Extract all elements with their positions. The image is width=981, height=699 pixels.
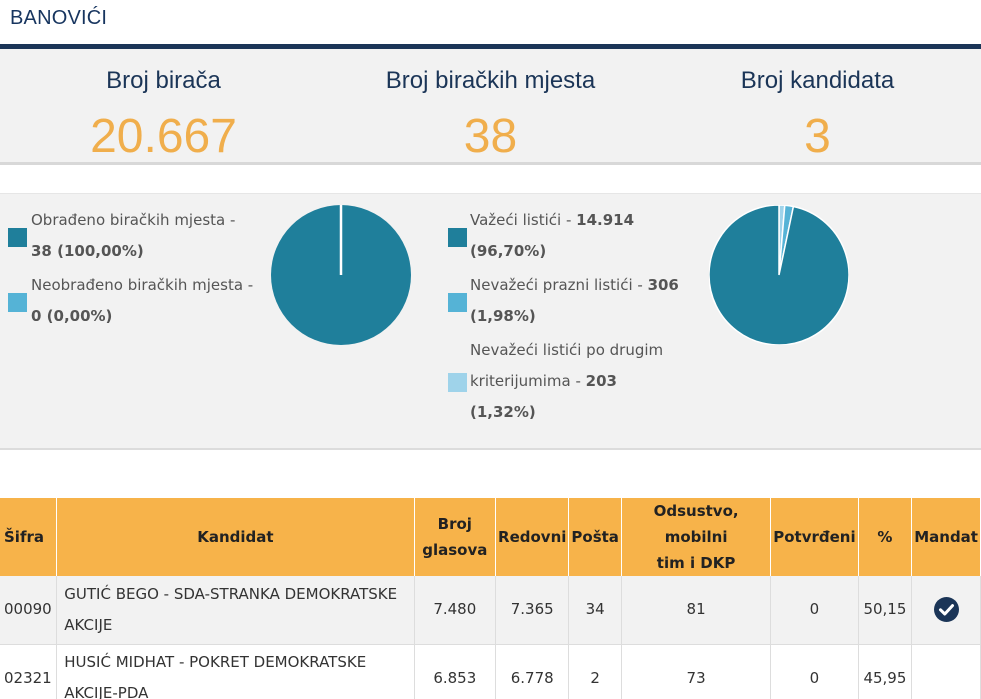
- legend-invalid-other: Nevažeći listići po drugim kriterijumima…: [470, 335, 663, 428]
- legend-invalid-other-count: 203: [585, 372, 617, 390]
- legend-swatch-processed: [8, 228, 27, 247]
- cell-regular: 7.365: [495, 576, 570, 645]
- legend-invalid-blank-pct: (1,98%): [470, 307, 536, 325]
- col-header-votes[interactable]: Broj glasova: [414, 498, 497, 576]
- cell-confirmed: 0: [770, 576, 859, 645]
- municipality-title: BANOVIĆI: [10, 7, 108, 29]
- legend-unprocessed-label: Neobrađeno biračkih mjesta -: [31, 276, 254, 294]
- ballots-pie-chart: [709, 205, 849, 345]
- legend-invalid-other-label: kriterijumima -: [470, 372, 586, 390]
- col-header-mail[interactable]: Pošta: [568, 498, 622, 576]
- legend-unprocessed: Neobrađeno biračkih mjesta - 0 (0,00%): [31, 270, 253, 332]
- cell-percent: 45,95: [858, 644, 913, 699]
- legend-valid-pct: (96,70%): [470, 242, 547, 260]
- cell-candidate: HUSIĆ MIDHAT - POKRET DEMOKRATSKE AKCIJE-…: [56, 644, 415, 699]
- table-row[interactable]: 00090 GUTIĆ BEGO - SDA-STRANKA DEMOKRATS…: [0, 576, 981, 645]
- legend-valid: Važeći listići - 14.914 (96,70%): [470, 205, 634, 267]
- spacer: [0, 450, 981, 498]
- processing-pie-chart: [271, 205, 411, 345]
- legend-swatch-valid: [448, 228, 467, 247]
- legend-processed-value: 38 (100,00%): [31, 242, 144, 260]
- cell-confirmed: 0: [770, 644, 859, 699]
- legend-invalid-blank: Nevažeći prazni listići - 306 (1,98%): [470, 270, 679, 332]
- legend-processed: Obrađeno biračkih mjesta - 38 (100,00%): [31, 205, 235, 267]
- cell-mandate: [911, 576, 981, 645]
- stat-polling-stations-label: Broj biračkih mjesta: [385, 67, 596, 94]
- cell-candidate: GUTIĆ BEGO - SDA-STRANKA DEMOKRATSKE AKCI…: [56, 576, 415, 645]
- page-header: BANOVIĆI: [0, 0, 981, 44]
- pie-slice-valid: [709, 205, 849, 345]
- legend-valid-count: 14.914: [576, 211, 635, 229]
- cell-mail: 2: [568, 644, 622, 699]
- legend-swatch-invalid-blank: [448, 293, 467, 312]
- legend-invalid-blank-count: 306: [647, 276, 679, 294]
- mandate-check-icon: [933, 597, 959, 623]
- stat-candidates-label: Broj kandidata: [740, 67, 895, 94]
- cell-regular: 6.778: [495, 644, 570, 699]
- cell-percent: 50,15: [858, 576, 913, 645]
- col-header-mandate[interactable]: Mandat: [911, 498, 981, 576]
- stat-polling-stations-value: 38: [463, 110, 518, 163]
- spacer: [0, 165, 981, 193]
- cell-absent: 81: [621, 576, 772, 645]
- legend-invalid-other-line1: Nevažeći listići po drugim: [470, 341, 664, 359]
- cell-code: 02321: [0, 644, 58, 699]
- charts-panel: Obrađeno biračkih mjesta - 38 (100,00%) …: [0, 193, 981, 450]
- cell-mandate: [911, 644, 981, 699]
- col-header-candidate[interactable]: Kandidat: [56, 498, 415, 576]
- col-header-percent[interactable]: %: [858, 498, 913, 576]
- stat-candidates-value: 3: [804, 110, 831, 163]
- cell-absent: 73: [621, 644, 772, 699]
- legend-swatch-invalid-other: [448, 373, 467, 392]
- cell-mail: 34: [568, 576, 622, 645]
- summary-stats: Broj birača 20.667 Broj biračkih mjesta …: [0, 49, 981, 165]
- col-header-code[interactable]: Šifra: [0, 498, 58, 576]
- legend-processed-label: Obrađeno biračkih mjesta -: [31, 211, 236, 229]
- cell-votes: 7.480: [414, 576, 497, 645]
- table-row[interactable]: 02321 HUSIĆ MIDHAT - POKRET DEMOKRATSKE A…: [0, 644, 981, 699]
- legend-invalid-blank-label: Nevažeći prazni listići -: [470, 276, 648, 294]
- header-divider: [0, 44, 981, 49]
- stat-voters-label: Broj birača: [106, 67, 221, 94]
- legend-unprocessed-value: 0 (0,00%): [31, 307, 113, 325]
- cell-code: 00090: [0, 576, 58, 645]
- col-header-confirmed[interactable]: Potvrđeni: [770, 498, 859, 576]
- results-table: Šifra Kandidat Broj glasova Redovni Pošta…: [0, 498, 981, 699]
- stat-voters-value: 20.667: [90, 110, 237, 163]
- legend-invalid-other-pct: (1,32%): [470, 403, 536, 421]
- table-header-row: Šifra Kandidat Broj glasova Redovni Pošta…: [0, 498, 981, 576]
- legend-swatch-unprocessed: [8, 293, 27, 312]
- col-header-absent[interactable]: Odsustvo, mobilni tim i DKP: [621, 498, 772, 576]
- legend-valid-label: Važeći listići -: [470, 211, 577, 229]
- col-header-regular[interactable]: Redovni: [495, 498, 570, 576]
- cell-votes: 6.853: [414, 644, 497, 699]
